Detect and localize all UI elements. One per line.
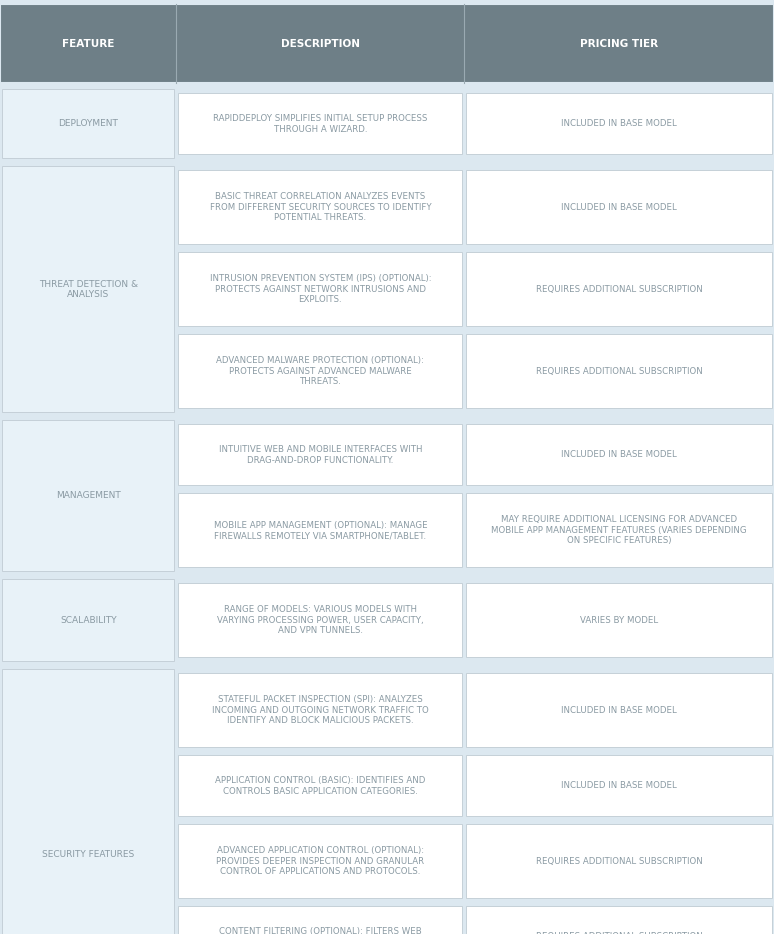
Bar: [467, 756, 772, 816]
Text: APPLICATION CONTROL (BASIC): IDENTIFIES AND
CONTROLS BASIC APPLICATION CATEGORIE: APPLICATION CONTROL (BASIC): IDENTIFIES …: [215, 776, 426, 796]
Text: SCALABILITY: SCALABILITY: [60, 616, 117, 625]
Text: SECURITY FEATURES: SECURITY FEATURES: [42, 850, 135, 859]
Bar: [179, 673, 462, 747]
Text: INCLUDED IN BASE MODEL: INCLUDED IN BASE MODEL: [561, 203, 677, 212]
Text: PRICING TIER: PRICING TIER: [580, 38, 658, 49]
Bar: [467, 93, 772, 154]
Text: RAPIDDEPLOY SIMPLIFIES INITIAL SETUP PROCESS
THROUGH A WIZARD.: RAPIDDEPLOY SIMPLIFIES INITIAL SETUP PRO…: [214, 114, 427, 134]
Bar: [179, 756, 462, 816]
Bar: [179, 493, 462, 567]
Text: STATEFUL PACKET INSPECTION (SPI): ANALYZES
INCOMING AND OUTGOING NETWORK TRAFFIC: STATEFUL PACKET INSPECTION (SPI): ANALYZ…: [212, 696, 429, 726]
Text: MANAGEMENT: MANAGEMENT: [56, 491, 121, 501]
Bar: [467, 825, 772, 899]
Text: INTRUSION PREVENTION SYSTEM (IPS) (OPTIONAL):
PROTECTS AGAINST NETWORK INTRUSION: INTRUSION PREVENTION SYSTEM (IPS) (OPTIO…: [210, 275, 431, 304]
Text: THREAT DETECTION &
ANALYSIS: THREAT DETECTION & ANALYSIS: [39, 279, 138, 299]
Text: FEATURE: FEATURE: [62, 38, 115, 49]
Bar: [179, 252, 462, 326]
Bar: [179, 170, 462, 245]
Text: BASIC THREAT CORRELATION ANALYZES EVENTS
FROM DIFFERENT SECURITY SOURCES TO IDEN: BASIC THREAT CORRELATION ANALYZES EVENTS…: [210, 192, 431, 222]
Bar: [2, 166, 174, 413]
Text: REQUIRES ADDITIONAL SUBSCRIPTION: REQUIRES ADDITIONAL SUBSCRIPTION: [536, 856, 703, 866]
Bar: [467, 584, 772, 658]
Text: DEPLOYMENT: DEPLOYMENT: [58, 120, 118, 128]
Text: MAY REQUIRE ADDITIONAL LICENSING FOR ADVANCED
MOBILE APP MANAGEMENT FEATURES (VA: MAY REQUIRE ADDITIONAL LICENSING FOR ADV…: [491, 516, 747, 545]
Bar: [467, 493, 772, 567]
Bar: [179, 906, 462, 934]
Text: INCLUDED IN BASE MODEL: INCLUDED IN BASE MODEL: [561, 450, 677, 460]
Text: ADVANCED MALWARE PROTECTION (OPTIONAL):
PROTECTS AGAINST ADVANCED MALWARE
THREAT: ADVANCED MALWARE PROTECTION (OPTIONAL): …: [217, 357, 424, 387]
Bar: [2, 420, 174, 572]
Bar: [0, 4, 774, 83]
Bar: [2, 90, 174, 159]
Bar: [467, 424, 772, 486]
Text: INCLUDED IN BASE MODEL: INCLUDED IN BASE MODEL: [561, 706, 677, 715]
Text: REQUIRES ADDITIONAL SUBSCRIPTION: REQUIRES ADDITIONAL SUBSCRIPTION: [536, 285, 703, 294]
Text: REQUIRES ADDITIONAL SUBSCRIPTION: REQUIRES ADDITIONAL SUBSCRIPTION: [536, 367, 703, 375]
Bar: [467, 252, 772, 326]
Text: ADVANCED APPLICATION CONTROL (OPTIONAL):
PROVIDES DEEPER INSPECTION AND GRANULAR: ADVANCED APPLICATION CONTROL (OPTIONAL):…: [217, 846, 424, 876]
Text: REQUIRES ADDITIONAL SUBSCRIPTION: REQUIRES ADDITIONAL SUBSCRIPTION: [536, 932, 703, 934]
Text: INTUITIVE WEB AND MOBILE INTERFACES WITH
DRAG-AND-DROP FUNCTIONALITY.: INTUITIVE WEB AND MOBILE INTERFACES WITH…: [219, 446, 422, 464]
Bar: [2, 670, 174, 934]
Bar: [179, 825, 462, 899]
Bar: [179, 424, 462, 486]
Bar: [467, 906, 772, 934]
Text: INCLUDED IN BASE MODEL: INCLUDED IN BASE MODEL: [561, 782, 677, 790]
Bar: [467, 334, 772, 408]
Bar: [179, 584, 462, 658]
Bar: [2, 579, 174, 661]
Bar: [467, 170, 772, 245]
Text: CONTENT FILTERING (OPTIONAL): FILTERS WEB
TRAFFIC BASED ON PRE-DEFINED CATEGORIE: CONTENT FILTERING (OPTIONAL): FILTERS WE…: [218, 927, 423, 934]
Text: INCLUDED IN BASE MODEL: INCLUDED IN BASE MODEL: [561, 120, 677, 128]
Text: DESCRIPTION: DESCRIPTION: [281, 38, 360, 49]
Bar: [179, 93, 462, 154]
Text: MOBILE APP MANAGEMENT (OPTIONAL): MANAGE
FIREWALLS REMOTELY VIA SMARTPHONE/TABLE: MOBILE APP MANAGEMENT (OPTIONAL): MANAGE…: [214, 520, 427, 540]
Bar: [179, 334, 462, 408]
Text: VARIES BY MODEL: VARIES BY MODEL: [580, 616, 658, 625]
Bar: [467, 673, 772, 747]
Text: RANGE OF MODELS: VARIOUS MODELS WITH
VARYING PROCESSING POWER, USER CAPACITY,
AN: RANGE OF MODELS: VARIOUS MODELS WITH VAR…: [217, 605, 423, 635]
